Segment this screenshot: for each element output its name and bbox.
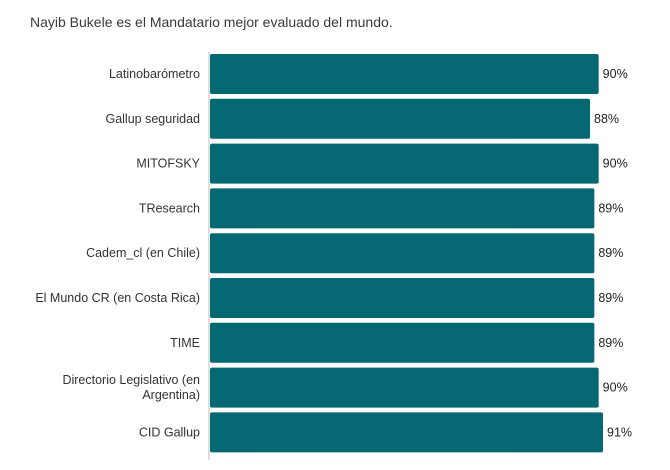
category-label: Gallup seguridad (105, 112, 200, 126)
value-labels: 90% 88% 90% 89% 89% 89% 89% 90% 91% (594, 67, 632, 439)
data-label: 89% (598, 201, 623, 215)
chart-title: Nayib Bukele es el Mandatario mejor eval… (30, 14, 393, 30)
data-label: 88% (594, 112, 619, 126)
data-label: 90% (603, 157, 628, 171)
bar (210, 367, 599, 408)
bar (210, 143, 599, 184)
data-label: 90% (603, 67, 628, 81)
bars-layer (210, 54, 603, 453)
data-label: 90% (603, 381, 628, 395)
bar (210, 188, 595, 229)
data-label: 89% (598, 336, 623, 350)
bar (210, 322, 595, 363)
data-label: 89% (598, 291, 623, 305)
category-label: TIME (170, 336, 200, 350)
category-label: Latinobarómetro (109, 67, 200, 81)
category-label: CID Gallup (139, 425, 200, 439)
category-labels: Latinobarómetro Gallup seguridad MITOFSKY T… (35, 67, 200, 439)
bar (210, 98, 591, 139)
bar (210, 278, 595, 318)
bar (210, 233, 595, 274)
category-label: Cadem_cl (en Chile) (86, 246, 200, 260)
category-label: Directorio Legislativo (en Argentina) (62, 373, 200, 402)
data-label: 89% (598, 246, 623, 260)
category-label: El Mundo CR (en Costa Rica) (35, 291, 200, 305)
bar (210, 412, 603, 453)
category-label: TResearch (139, 201, 200, 215)
data-label: 91% (607, 425, 632, 439)
category-label: MITOFSKY (136, 157, 200, 171)
bar (210, 54, 599, 94)
